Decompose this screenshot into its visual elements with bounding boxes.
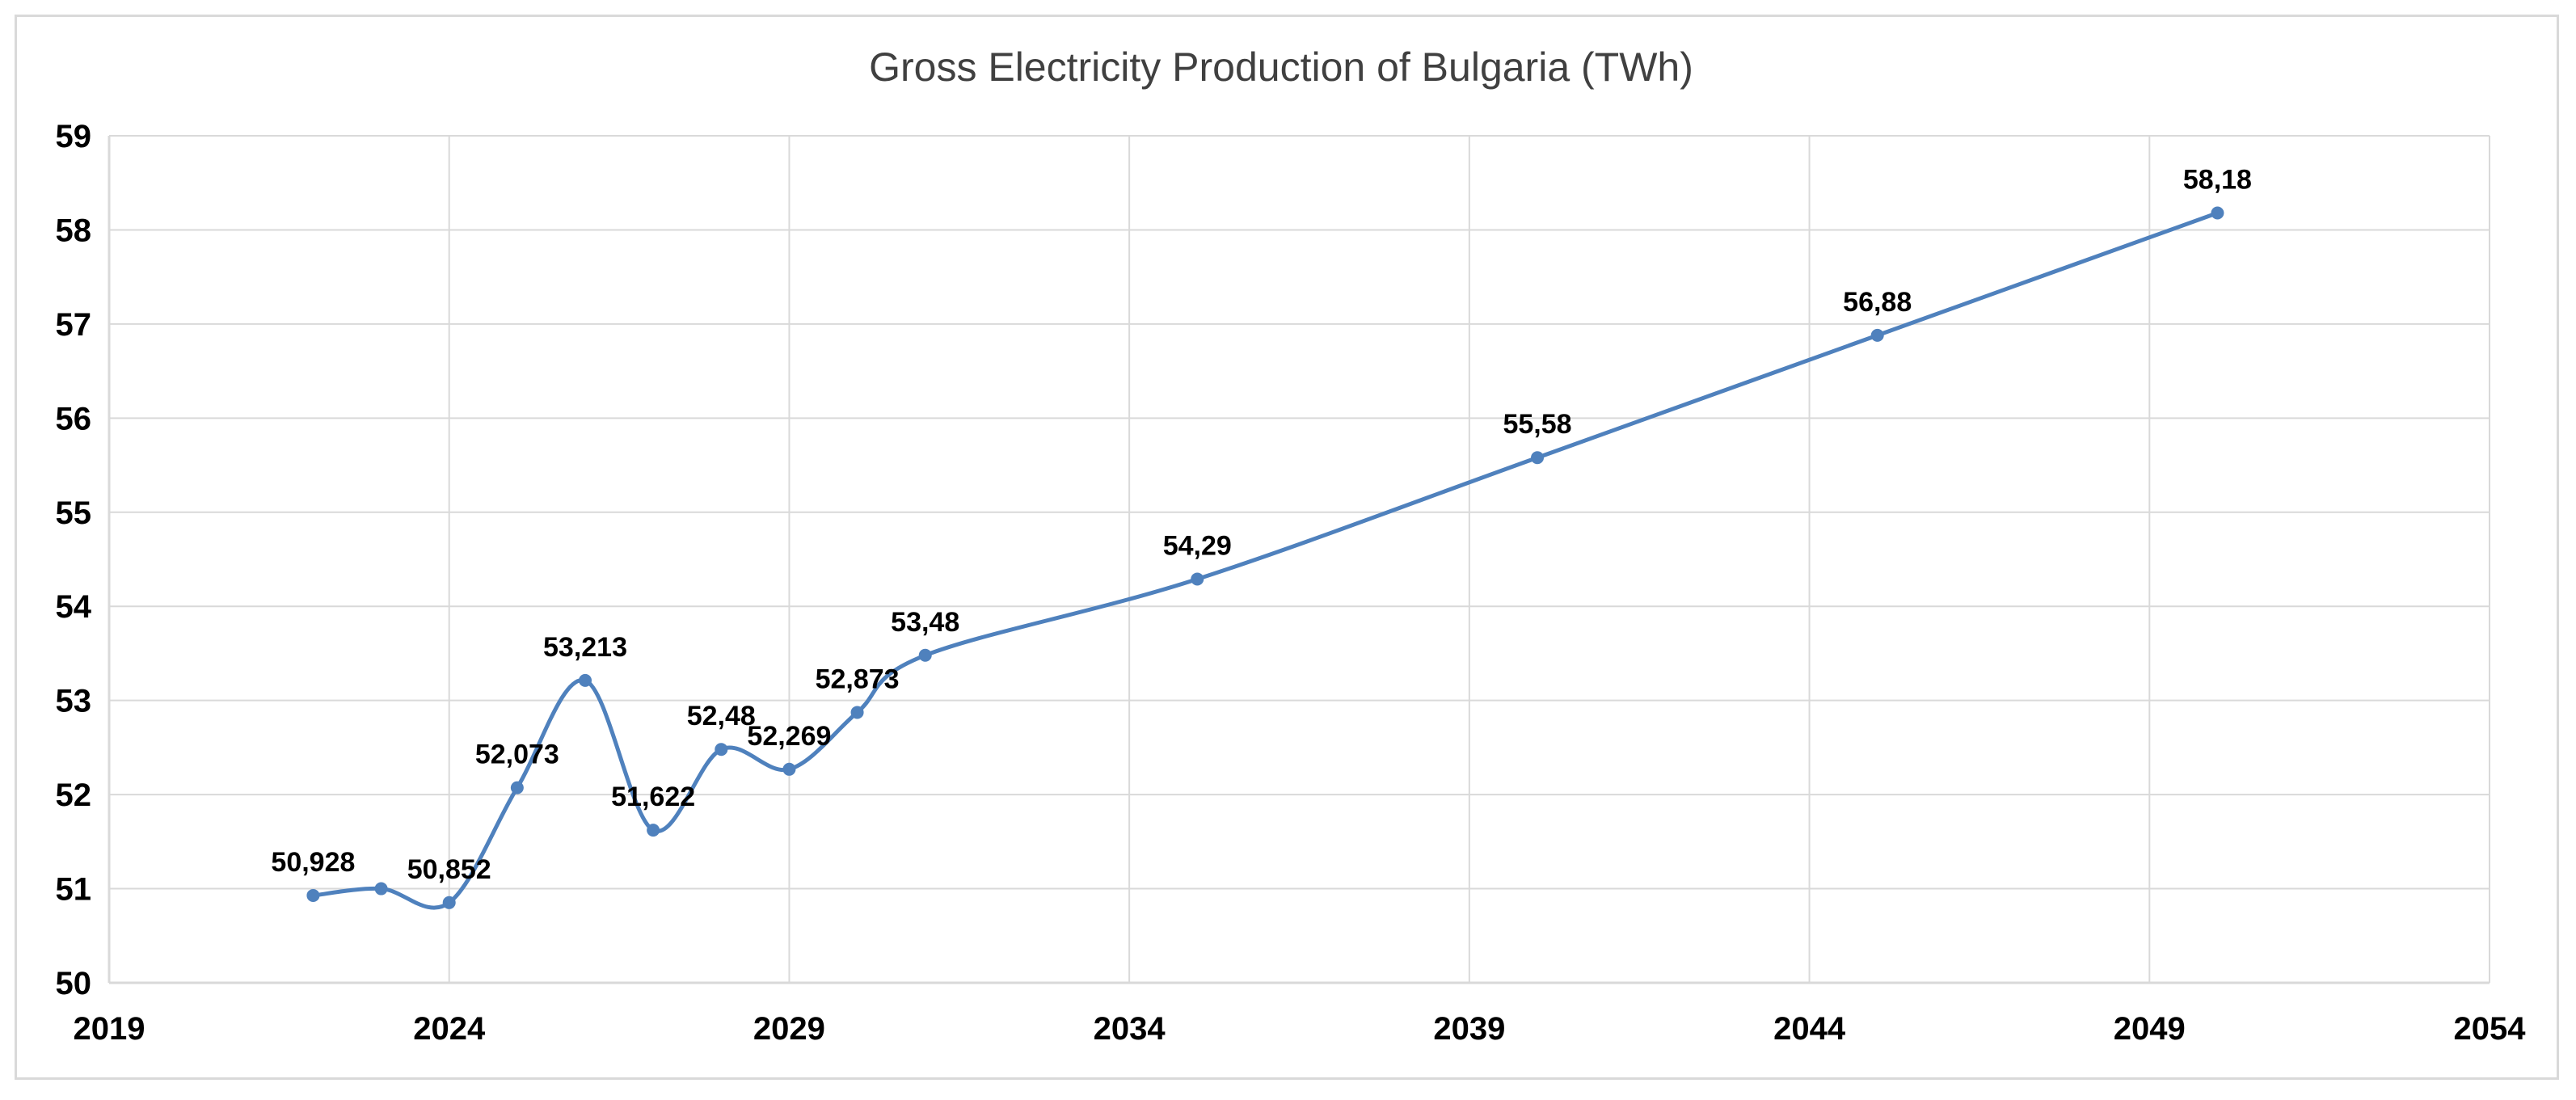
data-point [510, 781, 524, 794]
x-tick-label: 2039 [1433, 1011, 1505, 1047]
data-label: 56,88 [1843, 287, 1912, 318]
data-point [374, 882, 388, 896]
data-point [850, 706, 864, 719]
data-point [782, 762, 796, 776]
y-tick-label: 52 [56, 778, 92, 813]
series [313, 211, 2219, 910]
data-points [306, 206, 2224, 909]
y-tick-label: 50 [56, 966, 92, 1001]
data-point [1531, 451, 1544, 465]
data-labels: 50,928 50,852 52,073 53,213 51,622 52,4852,26… [271, 164, 2252, 884]
y-tick-label: 51 [56, 872, 92, 908]
y-tick-label: 53 [56, 684, 92, 719]
data-label: 53,213 [543, 632, 627, 663]
data-point [579, 673, 592, 687]
data-label: 50,852 [407, 854, 491, 885]
data-label: 54,29 [1163, 530, 1232, 561]
data-label: 52,873 [816, 664, 900, 694]
data-point [647, 824, 660, 837]
y-tick-label: 58 [56, 213, 92, 248]
data-label: 58,18 [2183, 164, 2252, 195]
data-label: 52,48 [687, 701, 756, 731]
tick-labels: 50 51 52 53 54 55 56 57 58 59 2019 2024 2029 2034 2039… [56, 119, 2527, 1047]
data-point [715, 743, 728, 757]
x-tick-label: 2044 [1773, 1011, 1846, 1047]
x-tick-label: 2054 [2454, 1011, 2527, 1047]
data-label: 51,622 [611, 782, 695, 812]
y-tick-label: 57 [56, 307, 92, 343]
axes [108, 136, 2490, 984]
x-tick-label: 2034 [1094, 1011, 1166, 1047]
data-label: 55,58 [1503, 409, 1571, 440]
data-point [1191, 572, 1204, 586]
chart-title: Gross Electricity Production of Bulgaria… [869, 44, 1693, 90]
x-tick-label: 2024 [413, 1011, 486, 1047]
y-tick-label: 55 [56, 495, 92, 531]
y-tick-label: 59 [56, 119, 92, 154]
data-point [442, 896, 456, 909]
grid [109, 135, 2490, 983]
data-point [918, 648, 932, 662]
x-tick-label: 2029 [753, 1011, 825, 1047]
data-point [2211, 206, 2224, 220]
data-label: 52,269 [747, 721, 831, 752]
x-tick-label: 2019 [74, 1011, 145, 1047]
data-label: 50,928 [271, 847, 355, 878]
y-tick-label: 54 [56, 589, 92, 625]
x-tick-label: 2049 [2114, 1011, 2186, 1047]
series-line [313, 211, 2219, 910]
data-point [1870, 328, 1884, 342]
y-tick-label: 56 [56, 401, 92, 436]
data-label: 53,48 [891, 607, 959, 638]
data-label: 52,073 [475, 740, 559, 770]
data-point [306, 888, 320, 902]
